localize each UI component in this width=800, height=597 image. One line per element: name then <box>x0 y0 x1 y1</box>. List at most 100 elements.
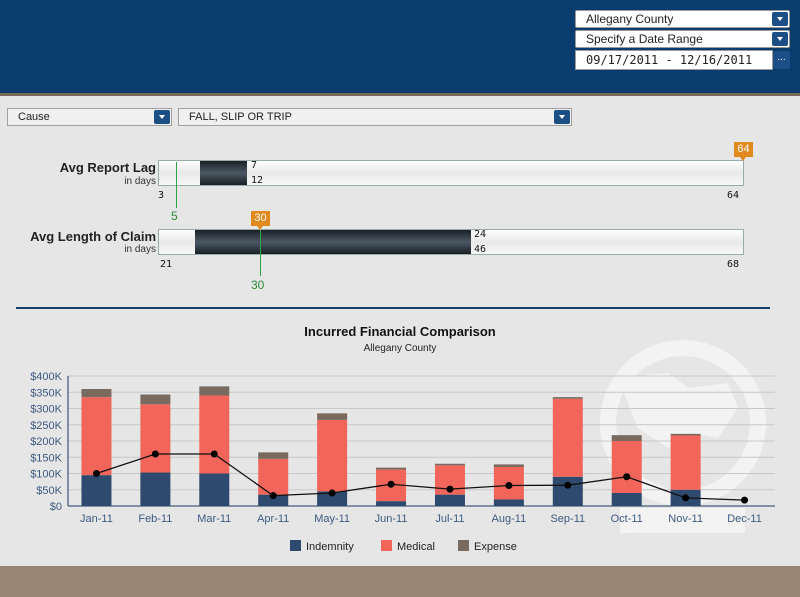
trend-point <box>446 485 454 493</box>
report-lag-unit: in days <box>124 176 156 187</box>
report-lag-label: Avg Report Lag <box>59 160 156 175</box>
trend-point <box>328 489 336 497</box>
report-lag-range-high: 12 <box>251 175 264 186</box>
length-claim-label: Avg Length of Claim <box>30 229 156 244</box>
y-tick-label: $200K <box>30 436 62 448</box>
legend-label-indemnity: Indemnity <box>306 541 354 553</box>
section-divider <box>16 307 770 309</box>
bar-medical <box>81 397 112 476</box>
length-claim-unit: in days <box>124 244 156 255</box>
x-tick-label: Apr-11 <box>257 513 289 525</box>
length-claim-min: 21 <box>160 259 173 270</box>
x-tick-label: Sep-11 <box>550 513 585 525</box>
bar-expense <box>434 463 465 466</box>
trend-point <box>92 470 100 477</box>
chart-title: Incurred Financial Comparison <box>304 324 496 339</box>
cause-value-label: FALL, SLIP OR TRIP <box>189 111 292 123</box>
bar-medical <box>140 404 171 473</box>
bar-indemnity <box>140 472 171 506</box>
app-header: Allegany County Specify a Date Range 09/… <box>0 0 800 96</box>
bar-indemnity <box>258 494 289 506</box>
report-lag-range-low: 7 <box>251 160 258 171</box>
bar-indemnity <box>434 494 465 506</box>
bar-indemnity <box>493 499 524 506</box>
trend-point <box>269 492 277 500</box>
legend-swatch-expense <box>458 540 469 551</box>
bar-indemnity <box>611 493 642 506</box>
legend-label-expense: Expense <box>474 541 517 553</box>
length-claim-range-high: 46 <box>474 244 487 255</box>
legend-label-medical: Medical <box>397 541 435 553</box>
cause-value-dropdown[interactable]: FALL, SLIP OR TRIP <box>178 108 572 126</box>
chevron-down-icon[interactable] <box>554 110 570 124</box>
x-tick-label: Mar-11 <box>197 513 231 525</box>
county-dropdown[interactable]: Allegany County <box>575 10 790 28</box>
legend-swatch-medical <box>381 540 392 551</box>
length-claim-range-low: 24 <box>474 229 487 240</box>
report-lag-marker: 64 <box>734 142 753 161</box>
length-claim-target-value: 30 <box>251 278 265 292</box>
trend-point <box>741 496 749 504</box>
bar-expense <box>199 386 230 396</box>
bar-expense <box>258 452 289 459</box>
trend-point <box>387 480 395 488</box>
y-tick-label: $250K <box>30 420 62 432</box>
bar-indemnity <box>199 473 230 506</box>
bar-indemnity <box>81 475 112 506</box>
bar-expense <box>552 397 583 399</box>
date-mode-label: Specify a Date Range <box>586 32 703 46</box>
x-tick-label: Oct-11 <box>611 513 643 525</box>
trend-point <box>151 450 159 458</box>
bar-expense <box>670 433 701 436</box>
x-tick-label: Nov-11 <box>668 513 703 525</box>
trend-point <box>210 450 218 458</box>
bar-indemnity <box>376 501 407 506</box>
bar-medical <box>670 435 701 490</box>
y-tick-label: $300K <box>30 404 62 416</box>
date-picker-button[interactable]: ... <box>773 51 790 69</box>
bar-expense <box>376 467 407 470</box>
bar-expense <box>140 394 171 405</box>
bar-expense <box>317 413 348 420</box>
length-claim-marker: 30 <box>251 211 270 230</box>
chevron-down-icon[interactable] <box>154 110 170 124</box>
trend-point <box>505 482 513 490</box>
bar-indemnity <box>317 491 348 506</box>
x-tick-label: Aug-11 <box>492 513 527 525</box>
bar-medical <box>552 398 583 477</box>
x-tick-label: May-11 <box>314 513 350 525</box>
chevron-down-icon[interactable] <box>772 32 788 46</box>
y-tick-label: $350K <box>30 387 62 399</box>
y-tick-label: $50K <box>36 485 62 497</box>
chart-subtitle: Allegany County <box>363 343 437 354</box>
y-tick-label: $400K <box>30 371 62 383</box>
report-lag-track <box>158 160 744 186</box>
y-tick-label: $0 <box>50 501 62 513</box>
bar-indemnity <box>552 476 583 506</box>
cause-field-label: Cause <box>18 111 50 123</box>
report-lag-target-value: 5 <box>171 209 178 223</box>
legend-swatch-indemnity <box>290 540 301 551</box>
x-tick-label: Feb-11 <box>138 513 172 525</box>
x-tick-label: Dec-11 <box>727 513 762 525</box>
y-tick-label: $150K <box>30 452 62 464</box>
app-footer <box>0 566 800 597</box>
length-claim-track <box>158 229 744 255</box>
date-mode-dropdown[interactable]: Specify a Date Range <box>575 30 790 48</box>
trend-line <box>96 453 745 501</box>
date-range-field[interactable]: 09/17/2011 - 12/16/2011 <box>575 50 773 70</box>
x-tick-label: Jun-11 <box>375 513 408 525</box>
length-claim-max: 68 <box>727 259 740 270</box>
chevron-down-icon[interactable] <box>772 12 788 26</box>
trend-point <box>682 494 690 502</box>
bar-medical <box>611 441 642 493</box>
x-tick-label: Jul-11 <box>435 513 464 525</box>
cause-field-dropdown[interactable]: Cause <box>7 108 172 126</box>
bar-medical <box>258 458 289 495</box>
bar-expense <box>611 435 642 441</box>
county-dropdown-label: Allegany County <box>586 12 674 26</box>
report-lag-max: 64 <box>727 190 740 201</box>
bar-expense <box>81 389 112 398</box>
report-lag-min: 3 <box>158 190 165 201</box>
trend-point <box>564 481 572 489</box>
